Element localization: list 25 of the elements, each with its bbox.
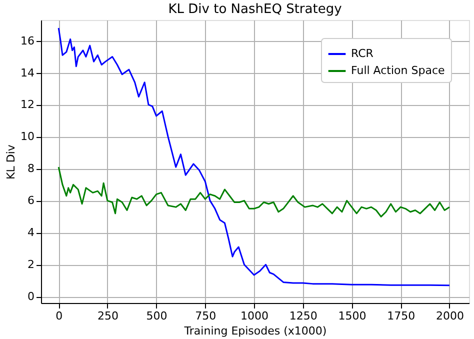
chart-title: KL Div to NashEQ Strategy bbox=[168, 2, 342, 17]
legend-label: Full Action Space bbox=[351, 64, 446, 77]
x-tick-label: 1750 bbox=[387, 310, 416, 322]
y-tick-label: 14 bbox=[20, 66, 34, 80]
y-tick-label: 2 bbox=[28, 258, 34, 272]
x-tick-label: 500 bbox=[146, 310, 168, 322]
line-series bbox=[58, 166, 450, 218]
x-tick-label: 1250 bbox=[289, 310, 318, 322]
x-tick-label: 1000 bbox=[240, 310, 269, 322]
x-tick-label: 250 bbox=[97, 310, 118, 322]
x-tick-label: 1500 bbox=[338, 310, 366, 322]
x-tick-label: 0 bbox=[56, 310, 63, 322]
y-tick-label: 6 bbox=[28, 194, 34, 208]
y-tick-label: 10 bbox=[20, 130, 34, 144]
x-tick-label: 2000 bbox=[436, 310, 464, 322]
y-tick-label: 4 bbox=[28, 226, 34, 240]
line-series bbox=[58, 27, 450, 286]
x-tick-label: 750 bbox=[195, 310, 216, 322]
x-axis-title: Training Episodes (x1000) bbox=[183, 324, 327, 338]
y-tick-label: 8 bbox=[28, 162, 34, 176]
y-tick-label: 12 bbox=[20, 98, 34, 112]
y-tick-label: 16 bbox=[20, 34, 34, 48]
y-tick-label: 0 bbox=[28, 290, 34, 304]
y-axis-title: KL Div bbox=[4, 144, 18, 180]
legend-label: RCR bbox=[351, 47, 374, 60]
